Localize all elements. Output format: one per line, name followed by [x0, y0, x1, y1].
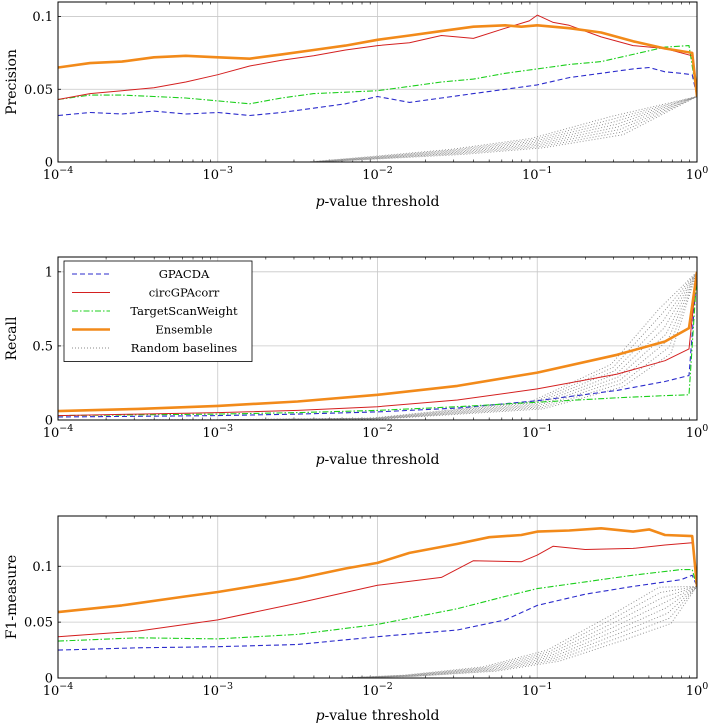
y-tick-label: 0.1 — [32, 10, 53, 25]
series-gpacda — [58, 66, 697, 117]
series-circgpacorr — [58, 14, 697, 100]
x-tick-label: 10−4 — [43, 681, 74, 699]
legend-label: circGPAcorr — [149, 286, 220, 300]
series-gpacda — [58, 574, 697, 651]
series-random-baseline-1 — [319, 96, 697, 162]
precision-xlabel: p-value threshold — [316, 194, 440, 210]
x-tick-label: 10−1 — [522, 423, 553, 441]
x-tick-label: 10−2 — [362, 165, 393, 183]
series-random-baseline-6 — [310, 96, 697, 162]
legend-label: Random baselines — [131, 341, 238, 355]
series-random-baseline-5 — [312, 96, 697, 162]
x-tick-label: 10−3 — [202, 165, 233, 183]
legend-label: TargetScanWeight — [130, 304, 238, 318]
x-tick-label: 10−4 — [43, 165, 74, 183]
x-tick-label: 100 — [686, 681, 708, 699]
series-gpacda — [58, 271, 697, 418]
series-random-baseline-3 — [348, 586, 697, 678]
series-random-baseline-1 — [351, 586, 697, 678]
recall-ylabel: Recall — [4, 316, 20, 360]
x-tick-label: 10−3 — [202, 681, 233, 699]
series-random-baseline-8 — [307, 96, 697, 162]
y-tick-label: 0 — [45, 156, 53, 171]
y-tick-label: 0 — [45, 414, 53, 429]
x-tick-label: 100 — [686, 423, 708, 441]
series-ensemble — [58, 526, 697, 614]
axes-frame — [57, 1, 698, 163]
legend: GPACDA circGPAcorr TargetScanWeight Ensembl… — [63, 260, 253, 362]
legend-label: Ensemble — [155, 323, 212, 337]
x-tick-label: 10−1 — [522, 681, 553, 699]
x-tick-label: 10−3 — [202, 423, 233, 441]
f1-ylabel: F1-measure — [4, 555, 20, 639]
axes-frame — [57, 256, 698, 421]
y-tick-label: 1 — [45, 265, 53, 280]
y-tick-label: 0.05 — [24, 83, 53, 98]
legend-label: GPACDA — [159, 267, 210, 281]
series-random-baseline-8 — [339, 585, 697, 678]
y-tick-label: 0 — [45, 672, 53, 687]
series-random-baseline-6 — [342, 585, 697, 678]
chart-recall: 10−4 10−3 10−2 10−1 100 0 0.5 1 p-value threshol… — [4, 256, 708, 468]
series-random-baseline-5 — [344, 585, 697, 678]
chart-precision: 10−4 10−3 10−2 10−1 100 0 0.05 0.1 p-value thres… — [4, 1, 708, 210]
series-ensemble — [58, 23, 697, 97]
chart-f1: 10−4 10−3 10−2 10−1 100 0 0.05 0.1 p-value thres… — [4, 515, 708, 724]
x-tick-label: 10−4 — [43, 423, 74, 441]
y-tick-label: 0.5 — [32, 339, 53, 354]
series-random-baseline-3 — [316, 96, 697, 162]
series-random-baseline-7 — [309, 96, 697, 162]
x-tick-label: 10−1 — [522, 165, 553, 183]
series-random-baseline-7 — [341, 585, 697, 678]
f1-xlabel: p-value threshold — [316, 708, 440, 724]
y-tick-label: 0.05 — [24, 616, 53, 631]
x-tick-label: 10−2 — [362, 423, 393, 441]
series-circgpacorr — [58, 271, 697, 417]
x-tick-label: 100 — [686, 165, 708, 183]
series-targetscanweight — [58, 271, 697, 417]
y-tick-label: 0.1 — [32, 560, 53, 575]
recall-xlabel: p-value threshold — [316, 452, 440, 468]
series-targetscanweight — [58, 569, 697, 642]
precision-ylabel: Precision — [4, 49, 20, 115]
series-ensemble — [58, 271, 697, 413]
series-random-baseline-2 — [349, 586, 697, 678]
series-targetscanweight — [58, 45, 697, 105]
series-circgpacorr — [58, 542, 697, 638]
series-random-baseline-2 — [317, 96, 697, 162]
series-random-baseline-4 — [346, 586, 697, 678]
x-tick-label: 10−2 — [362, 681, 393, 699]
axes-frame — [57, 515, 698, 679]
series-random-baseline-4 — [314, 96, 697, 162]
